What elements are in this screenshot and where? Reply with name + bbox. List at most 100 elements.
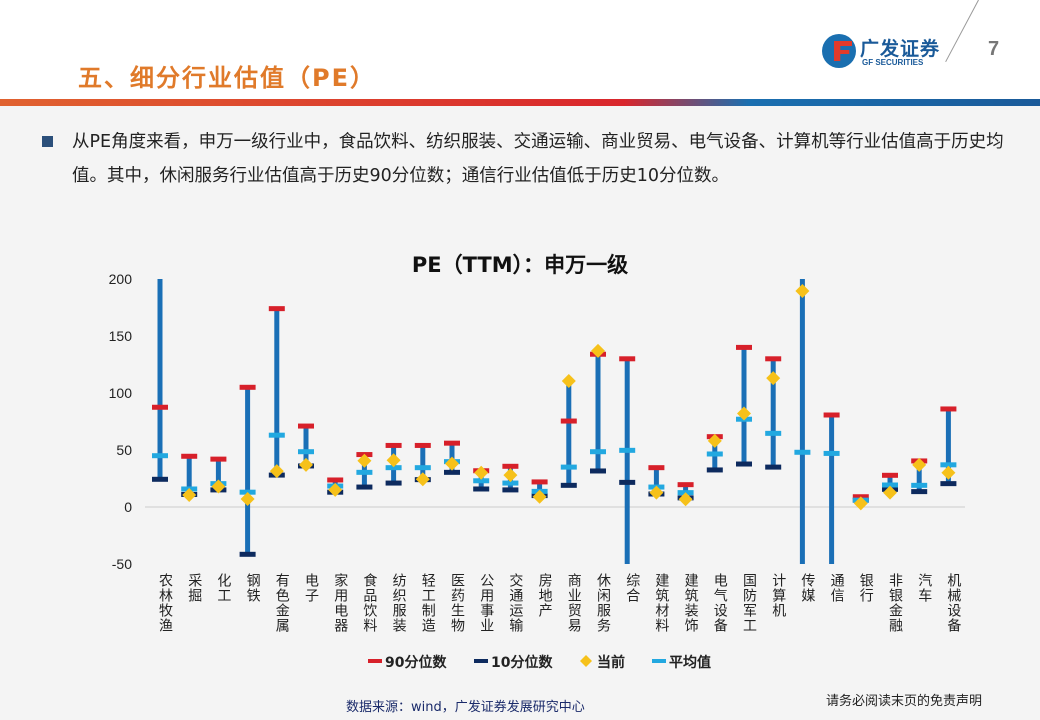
mean-mark-25 — [882, 482, 898, 488]
page-number: 7 — [988, 38, 1000, 60]
y-tick-label: 0 — [124, 499, 132, 515]
p90-mark-0 — [152, 404, 168, 410]
x-tick-label: 非银金融 — [887, 573, 903, 633]
mean-mark-14 — [560, 464, 577, 470]
legend-swatch-3 — [652, 659, 666, 663]
current-mark-1 — [182, 488, 197, 503]
current-mark-14 — [561, 374, 576, 389]
p90-mark-21 — [765, 356, 782, 362]
x-tick-label: 休闲服务 — [595, 573, 611, 633]
current-mark-3 — [240, 492, 255, 507]
p90-mark-9 — [414, 442, 431, 448]
p10-mark-11 — [473, 486, 490, 492]
mean-mark-0 — [152, 453, 168, 459]
x-tick-label: 综合 — [624, 573, 640, 603]
legend-swatch-0 — [368, 659, 382, 663]
p10-mark-21 — [765, 464, 782, 470]
logo-text-en: GF SECURITIES — [862, 58, 924, 67]
p90-mark-20 — [736, 344, 752, 350]
mean-mark-8 — [385, 465, 402, 471]
p90-mark-14 — [560, 418, 577, 424]
p10-mark-14 — [560, 482, 577, 488]
x-tick-label: 采掘 — [186, 573, 202, 603]
current-mark-15 — [591, 343, 605, 358]
chart-title: PE（TTM）：申万一级 — [412, 253, 628, 277]
x-tick-label: 公用事业 — [478, 573, 494, 633]
p10-mark-8 — [385, 480, 402, 486]
p10-mark-27 — [940, 481, 957, 487]
legend-swatch-1 — [474, 659, 488, 663]
x-tick-label: 商业贸易 — [566, 573, 582, 633]
current-mark-13 — [532, 489, 547, 504]
slide-title: 五、细分行业估值（PE） — [78, 64, 376, 92]
x-tick-label: 传媒 — [799, 573, 815, 603]
y-tick-label: -50 — [112, 556, 132, 572]
mean-mark-4 — [268, 432, 285, 438]
x-tick-label: 家用电器 — [332, 572, 348, 633]
current-mark-11 — [474, 465, 489, 480]
p90-mark-6 — [327, 477, 344, 483]
p10-mark-0 — [152, 476, 168, 482]
mean-mark-27 — [940, 462, 957, 468]
current-mark-7 — [357, 453, 372, 468]
p10-mark-15 — [590, 468, 606, 474]
x-tick-label: 建筑装饰 — [683, 573, 699, 633]
current-mark-12 — [503, 468, 518, 483]
p90-mark-4 — [268, 306, 285, 312]
mean-mark-7 — [356, 469, 373, 475]
p10-mark-7 — [356, 484, 373, 490]
x-tick-label: 钢铁 — [245, 573, 261, 603]
disclaimer: 请务必阅读末页的免责声明 — [826, 694, 983, 709]
logo-text-cn: 广发证券 — [860, 38, 941, 60]
legend-label: 90分位数 — [385, 654, 447, 671]
body-paragraph: 从PE角度来看，申万一级行业中，食品饮料、纺织服装、交通运输、商业贸易、电气设备… — [72, 132, 1004, 186]
x-tick-label: 建筑材料 — [653, 573, 669, 633]
p10-mark-26 — [911, 489, 928, 495]
p90-mark-5 — [298, 423, 314, 429]
current-mark-19 — [707, 433, 722, 448]
current-mark-25 — [883, 485, 897, 500]
current-mark-26 — [912, 457, 927, 472]
x-tick-label: 纺织服装 — [391, 573, 407, 633]
p10-mark-3 — [239, 551, 256, 557]
mean-mark-26 — [911, 482, 928, 488]
p90-mark-2 — [210, 456, 227, 462]
p10-mark-16 — [619, 479, 636, 485]
p10-mark-12 — [502, 487, 519, 493]
x-tick-label: 房地产 — [537, 573, 553, 618]
mean-mark-19 — [706, 451, 723, 457]
legend-label: 平均值 — [669, 654, 711, 671]
p90-mark-8 — [385, 442, 402, 448]
x-tick-label: 食品饮料 — [361, 572, 377, 633]
p90-mark-1 — [181, 453, 198, 459]
x-tick-label: 交通运输 — [507, 572, 523, 633]
mean-mark-12 — [502, 480, 519, 486]
x-tick-label: 机械设备 — [945, 573, 961, 633]
p10-mark-19 — [706, 467, 723, 473]
legend-label: 10分位数 — [491, 654, 553, 671]
mean-mark-23 — [823, 450, 840, 456]
current-mark-20 — [737, 406, 751, 421]
p90-mark-18 — [677, 482, 694, 488]
y-tick-label: 200 — [109, 271, 133, 287]
current-mark-17 — [649, 485, 664, 500]
current-mark-6 — [328, 482, 343, 497]
mean-mark-21 — [765, 430, 782, 436]
mean-mark-16 — [619, 447, 636, 453]
x-tick-label: 电子 — [303, 573, 319, 603]
x-tick-label: 电气设备 — [712, 573, 728, 633]
mean-mark-5 — [298, 449, 314, 455]
header-gradient-bar — [0, 99, 1040, 106]
y-tick-label: 50 — [116, 442, 132, 458]
current-mark-8 — [386, 453, 401, 468]
mean-mark-11 — [473, 478, 490, 484]
x-tick-label: 计算机 — [770, 573, 786, 618]
x-tick-label: 通信 — [829, 573, 845, 603]
data-source: 数据来源：wind，广发证券发展研究中心 — [346, 700, 585, 715]
x-tick-label: 农林牧渔 — [157, 573, 173, 633]
mean-mark-9 — [414, 465, 431, 471]
p90-mark-23 — [823, 412, 840, 418]
current-mark-5 — [299, 457, 313, 472]
x-tick-label: 有色金属 — [274, 573, 290, 633]
